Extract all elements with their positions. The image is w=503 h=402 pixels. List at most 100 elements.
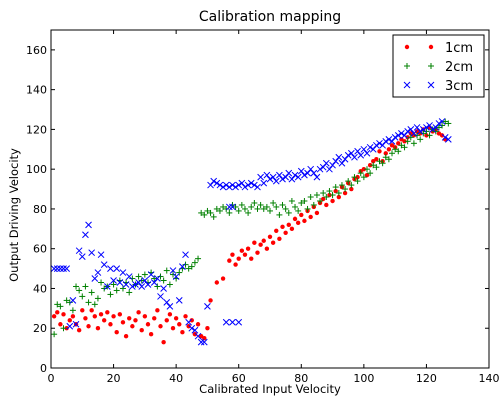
data-point-3cm	[354, 147, 361, 155]
data-point-3cm	[128, 283, 136, 290]
y-axis-label: Output Driving Velocity	[7, 148, 21, 282]
y-tick-label: 100	[26, 163, 47, 176]
data-point-3cm	[332, 157, 340, 165]
data-point-3cm	[285, 169, 293, 177]
data-point-3cm	[78, 253, 86, 261]
data-point-2cm	[160, 277, 167, 284]
data-point-1cm	[327, 192, 332, 198]
data-point-2cm	[251, 199, 258, 206]
legend-label-1cm: 1cm	[445, 41, 473, 56]
data-point-1cm	[136, 310, 141, 315]
data-point-3cm	[404, 128, 412, 135]
data-point-1cm	[127, 316, 132, 321]
data-point-1cm	[76, 328, 82, 333]
data-point-2cm	[119, 285, 126, 292]
data-point-1cm	[402, 139, 407, 144]
data-point-2cm	[94, 295, 101, 302]
data-point-3cm	[269, 173, 277, 181]
data-point-2cm	[176, 269, 183, 276]
legend-marker-2cm	[404, 63, 410, 69]
data-point-2cm	[76, 287, 83, 294]
data-point-2cm	[54, 301, 61, 308]
data-point-2cm	[323, 194, 330, 201]
data-point-3cm	[219, 183, 227, 191]
data-point-1cm	[108, 322, 113, 327]
data-point-3cm	[147, 271, 155, 278]
data-point-3cm	[50, 265, 58, 272]
data-point-2cm	[301, 197, 308, 204]
data-point-2cm	[417, 136, 424, 143]
data-point-3cm	[229, 203, 236, 211]
data-point-2cm	[82, 283, 89, 290]
data-point-1cm	[83, 316, 88, 321]
data-point-3cm	[291, 171, 299, 179]
data-point-3cm	[85, 221, 92, 229]
data-point-1cm	[261, 238, 266, 243]
data-point-3cm	[254, 183, 261, 191]
data-point-2cm	[310, 201, 317, 208]
data-point-2cm	[439, 122, 446, 129]
data-point-3cm	[194, 332, 202, 340]
data-point-2cm	[382, 154, 389, 161]
data-point-3cm	[132, 281, 139, 288]
legend-marker-1cm	[404, 44, 410, 50]
data-point-2cm	[410, 140, 417, 147]
data-point-2cm	[276, 211, 283, 218]
data-point-2cm	[298, 199, 305, 206]
data-point-2cm	[129, 275, 136, 282]
data-point-2cm	[376, 158, 383, 165]
data-point-3cm	[57, 265, 64, 272]
data-point-1cm	[283, 230, 288, 235]
data-point-2cm	[373, 164, 380, 171]
data-point-3cm	[426, 122, 433, 129]
data-point-2cm	[442, 118, 449, 125]
data-point-1cm	[220, 276, 226, 281]
data-point-3cm	[222, 318, 230, 326]
data-point-1cm	[324, 202, 329, 208]
data-point-1cm	[367, 163, 373, 168]
data-point-3cm	[376, 139, 383, 147]
data-point-2cm	[213, 205, 220, 212]
data-point-3cm	[329, 161, 336, 169]
x-tick-label: 20	[107, 372, 121, 385]
data-point-3cm	[373, 141, 380, 149]
data-point-3cm	[216, 181, 224, 189]
data-point-1cm	[377, 149, 382, 154]
data-point-3cm	[229, 181, 236, 189]
data-point-2cm	[226, 209, 233, 216]
data-point-2cm	[98, 279, 105, 286]
data-point-3cm	[341, 155, 349, 163]
data-point-2cm	[126, 289, 133, 296]
data-point-3cm	[97, 251, 105, 259]
data-point-3cm	[382, 137, 390, 145]
data-point-3cm	[244, 181, 252, 189]
data-point-1cm	[349, 186, 354, 192]
data-point-1cm	[114, 330, 119, 335]
data-point-1cm	[95, 326, 101, 331]
data-point-1cm	[155, 308, 160, 313]
data-point-3cm	[91, 275, 99, 282]
data-point-1cm	[255, 250, 260, 255]
data-point-3cm	[116, 279, 124, 286]
data-point-1cm	[173, 316, 179, 321]
data-point-2cm	[188, 263, 195, 270]
data-point-3cm	[338, 159, 346, 167]
data-point-2cm	[401, 144, 408, 151]
data-point-2cm	[207, 209, 214, 216]
data-point-2cm	[73, 283, 80, 290]
data-point-1cm	[202, 335, 207, 341]
data-point-2cm	[141, 271, 148, 278]
data-point-3cm	[204, 303, 211, 310]
data-point-2cm	[367, 170, 374, 177]
y-tick-label: 0	[40, 362, 47, 375]
data-point-2cm	[151, 275, 158, 282]
data-point-1cm	[148, 332, 154, 337]
data-point-3cm	[251, 181, 258, 189]
data-point-3cm	[379, 141, 386, 149]
data-point-1cm	[51, 314, 57, 319]
data-point-3cm	[63, 265, 70, 272]
data-point-3cm	[419, 126, 427, 133]
data-point-3cm	[53, 265, 61, 272]
data-point-1cm	[405, 135, 410, 140]
